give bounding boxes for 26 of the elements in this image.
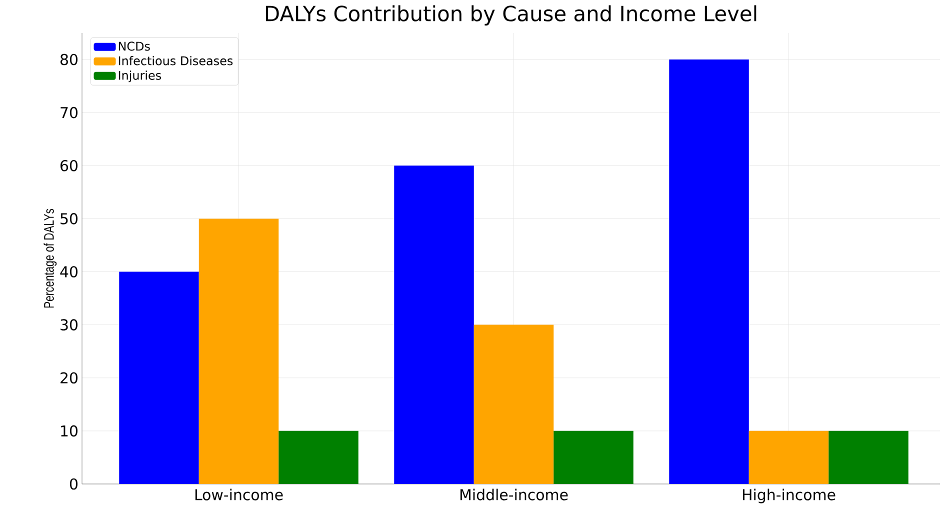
y-tick-label: 10 [61,425,78,437]
bar [394,166,474,484]
x-tick-label: High-income [742,488,836,504]
y-tick-label: 60 [60,160,78,172]
x-tick-label: Low-income [195,488,283,500]
y-tick-label: 70 [60,106,78,118]
legend-label: NCDs [118,42,150,51]
y-axis-title: Percentage of DALYs [44,208,57,308]
legend-label: Injuries [118,70,162,82]
y-tick-label: 50 [60,213,78,224]
bar [669,60,749,484]
bar [474,324,554,484]
y-tick-label: 20 [60,372,78,384]
bar [119,272,199,484]
legend-label: Infectious Diseases [118,56,233,66]
bar [748,430,829,484]
bar [828,430,908,484]
bar [278,430,358,484]
bar [198,218,279,484]
y-tick-label: 80 [60,54,78,66]
y-tick-label: 30 [60,319,78,330]
y-tick-label: 40 [60,266,78,278]
y-tick-label: 0 [70,478,78,490]
x-tick-label: Middle-income [460,488,568,500]
chart-title: DALYs Contribution by Cause and Income Level [266,5,756,26]
bar [554,430,634,484]
